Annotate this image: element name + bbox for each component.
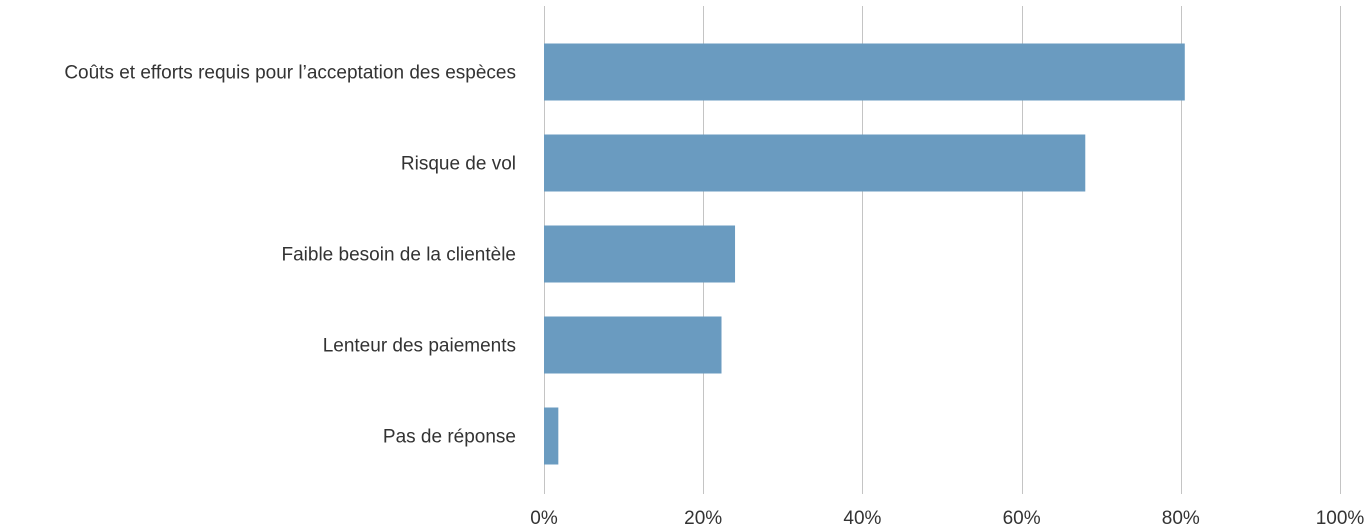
x-tick-label: 60% [1003, 508, 1041, 529]
x-tick-label: 80% [1162, 508, 1200, 529]
category-label: Coûts et efforts requis pour l’acceptati… [64, 63, 516, 84]
bar [544, 225, 736, 283]
x-tick-label: 20% [684, 508, 722, 529]
bar [544, 316, 722, 374]
category-label: Lenteur des paiements [323, 336, 516, 357]
x-tick-label: 100% [1316, 508, 1365, 529]
category-label: Pas de réponse [383, 427, 516, 448]
x-axis-ticks: 0% 20% 40% 60% 80% 100% [530, 508, 1364, 529]
bar [544, 407, 559, 465]
category-label: Risque de vol [401, 154, 516, 175]
bar-layer [544, 43, 1185, 465]
x-tick-label: 40% [843, 508, 881, 529]
bar [544, 134, 1086, 192]
bar [544, 43, 1185, 101]
x-tick-label: 0% [530, 508, 558, 529]
category-label: Faible besoin de la clientèle [282, 245, 517, 266]
category-labels: Coûts et efforts requis pour l’acceptati… [64, 63, 516, 448]
